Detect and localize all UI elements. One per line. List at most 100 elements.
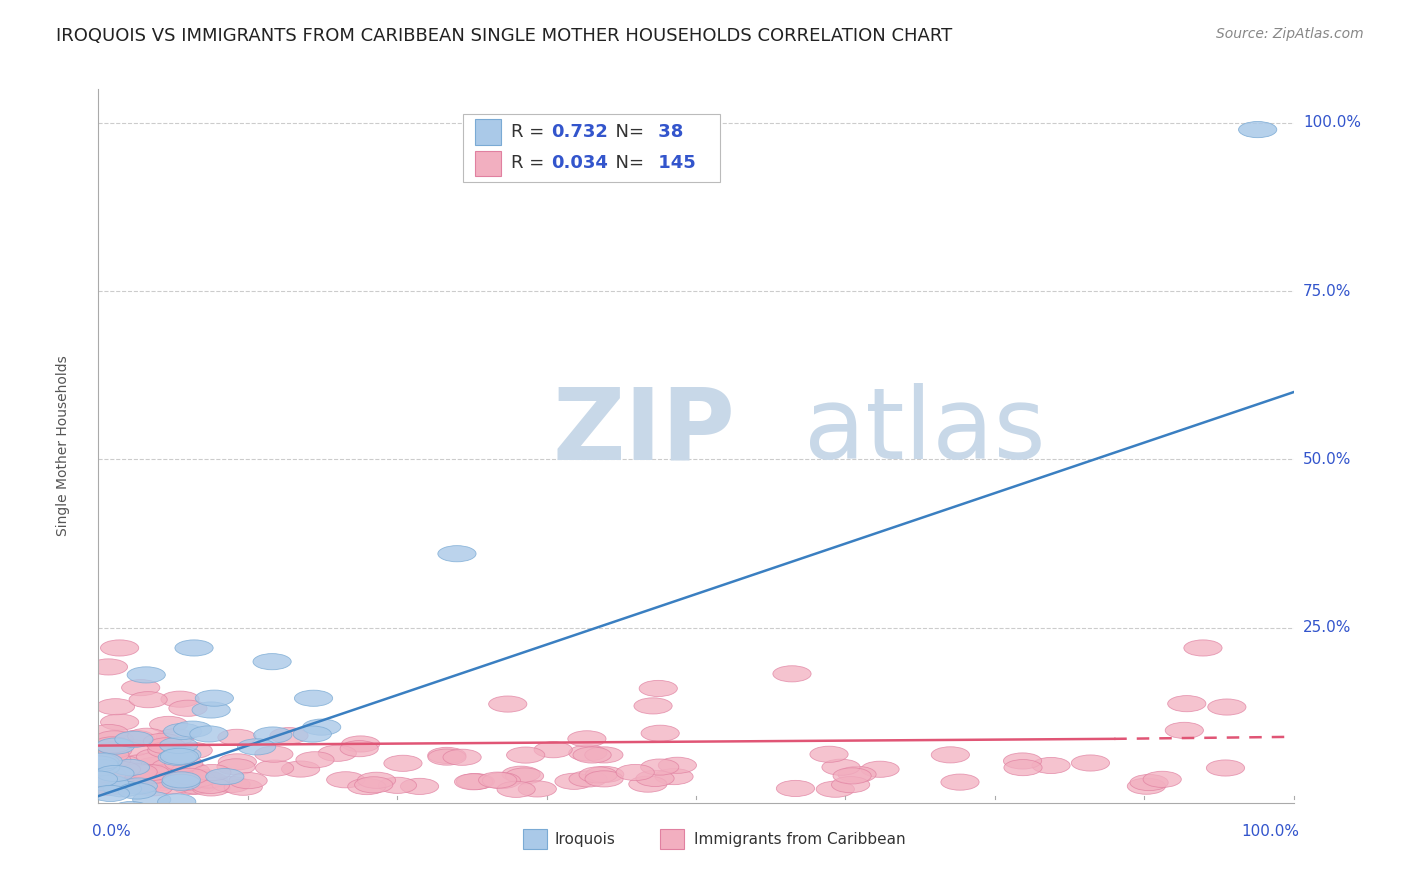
Ellipse shape (91, 785, 129, 802)
Ellipse shape (174, 742, 212, 758)
Ellipse shape (97, 762, 135, 778)
Ellipse shape (295, 752, 335, 768)
Text: R =: R = (510, 154, 550, 172)
Ellipse shape (177, 771, 217, 787)
Ellipse shape (134, 780, 173, 796)
Ellipse shape (127, 667, 166, 683)
Ellipse shape (568, 745, 607, 761)
Ellipse shape (318, 745, 356, 762)
Ellipse shape (86, 771, 124, 787)
Ellipse shape (773, 665, 811, 681)
Ellipse shape (506, 747, 544, 764)
Ellipse shape (931, 747, 970, 763)
Ellipse shape (1128, 778, 1166, 794)
Ellipse shape (96, 765, 134, 781)
Ellipse shape (79, 771, 118, 787)
Ellipse shape (172, 763, 209, 779)
Ellipse shape (585, 771, 623, 787)
Text: 100.0%: 100.0% (1303, 115, 1361, 130)
Ellipse shape (658, 757, 696, 773)
Ellipse shape (121, 680, 160, 696)
Ellipse shape (254, 746, 292, 763)
Ellipse shape (129, 691, 167, 707)
Ellipse shape (636, 771, 673, 787)
Ellipse shape (156, 729, 194, 745)
Ellipse shape (96, 764, 134, 780)
Ellipse shape (173, 721, 212, 737)
Ellipse shape (838, 766, 876, 782)
Ellipse shape (162, 772, 201, 788)
Ellipse shape (136, 757, 174, 773)
Ellipse shape (256, 760, 294, 776)
Ellipse shape (347, 779, 385, 795)
Ellipse shape (193, 702, 231, 718)
Text: 38: 38 (652, 123, 683, 141)
Ellipse shape (555, 773, 593, 789)
Ellipse shape (128, 728, 166, 744)
Ellipse shape (357, 772, 395, 789)
Ellipse shape (478, 772, 517, 789)
Ellipse shape (1206, 760, 1244, 776)
Ellipse shape (482, 772, 520, 789)
Bar (475, 120, 501, 145)
Ellipse shape (229, 772, 267, 789)
Ellipse shape (270, 728, 308, 744)
Ellipse shape (143, 774, 183, 790)
Ellipse shape (568, 731, 606, 747)
Ellipse shape (120, 778, 157, 794)
Ellipse shape (1208, 699, 1246, 715)
Ellipse shape (110, 776, 148, 792)
Ellipse shape (1004, 760, 1042, 776)
Ellipse shape (224, 780, 263, 796)
Ellipse shape (170, 768, 208, 784)
Ellipse shape (184, 770, 222, 786)
Ellipse shape (87, 780, 127, 796)
Text: 0.732: 0.732 (551, 123, 609, 141)
Bar (523, 830, 547, 849)
FancyBboxPatch shape (463, 114, 720, 182)
Text: 145: 145 (652, 154, 696, 172)
Ellipse shape (167, 774, 207, 790)
Ellipse shape (104, 780, 142, 797)
Ellipse shape (152, 758, 190, 774)
Ellipse shape (80, 754, 120, 770)
Ellipse shape (941, 774, 979, 790)
Ellipse shape (193, 780, 231, 796)
Ellipse shape (114, 739, 152, 756)
Ellipse shape (217, 759, 254, 775)
Text: atlas: atlas (804, 384, 1045, 480)
Ellipse shape (817, 781, 855, 797)
Ellipse shape (149, 772, 187, 789)
Text: 25.0%: 25.0% (1303, 620, 1351, 635)
Ellipse shape (149, 716, 188, 732)
Ellipse shape (823, 759, 860, 775)
Ellipse shape (122, 778, 160, 794)
Ellipse shape (195, 690, 233, 706)
Ellipse shape (832, 768, 872, 784)
Ellipse shape (127, 754, 165, 770)
Ellipse shape (105, 763, 143, 779)
Ellipse shape (120, 764, 157, 780)
Text: N=: N= (605, 154, 650, 172)
Ellipse shape (173, 779, 211, 795)
Ellipse shape (118, 783, 156, 799)
Ellipse shape (443, 749, 481, 765)
Ellipse shape (437, 546, 477, 562)
Ellipse shape (1071, 755, 1109, 771)
Ellipse shape (169, 700, 207, 716)
Ellipse shape (505, 768, 544, 784)
Ellipse shape (831, 777, 870, 793)
Ellipse shape (456, 773, 495, 789)
Ellipse shape (97, 698, 135, 714)
Ellipse shape (94, 742, 132, 758)
Ellipse shape (191, 777, 229, 794)
Ellipse shape (84, 748, 122, 764)
Ellipse shape (96, 738, 135, 754)
Ellipse shape (104, 756, 142, 772)
Ellipse shape (294, 690, 333, 706)
Ellipse shape (84, 753, 122, 769)
Ellipse shape (489, 696, 527, 712)
Ellipse shape (84, 740, 122, 756)
Ellipse shape (218, 754, 256, 770)
Ellipse shape (427, 747, 465, 764)
